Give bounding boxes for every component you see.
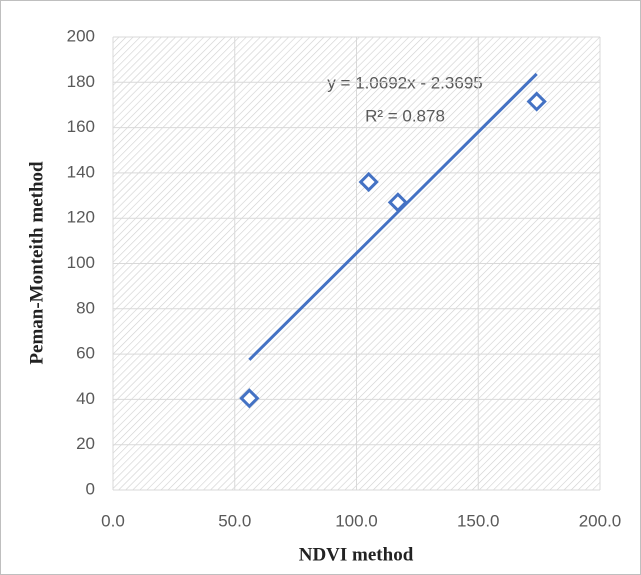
marker: [239, 388, 260, 409]
marker: [358, 171, 379, 193]
r-squared: R² = 0.878: [365, 106, 445, 125]
y-tick-label: 160: [67, 117, 95, 136]
marker: [526, 91, 547, 112]
x-axis-title: NDVI method: [299, 544, 414, 565]
y-tick-label: 60: [76, 344, 95, 363]
y-tick-label: 80: [76, 298, 95, 317]
y-tick-label: 0: [86, 479, 95, 498]
y-tick-label: 180: [67, 72, 95, 91]
y-tick-label: 100: [67, 253, 95, 272]
y-tick-label: 40: [76, 389, 95, 408]
marker: [387, 192, 409, 213]
y-tick-label: 20: [76, 434, 95, 453]
y-tick-label: 140: [67, 162, 95, 181]
x-tick-label: 150.0: [457, 511, 500, 530]
trendline: [248, 72, 538, 361]
x-tick-label: 100.0: [335, 511, 378, 530]
equation: y = 1.0692x - 2.3695: [327, 73, 482, 92]
x-tick-label: 0.0: [101, 511, 125, 530]
y-tick-label: 200: [67, 26, 95, 45]
x-tick-label: 200.0: [579, 511, 622, 530]
y-axis-title: Peman-Monteith method: [26, 161, 47, 365]
x-tick-label: 50.0: [218, 511, 251, 530]
y-tick-label: 120: [67, 208, 95, 227]
